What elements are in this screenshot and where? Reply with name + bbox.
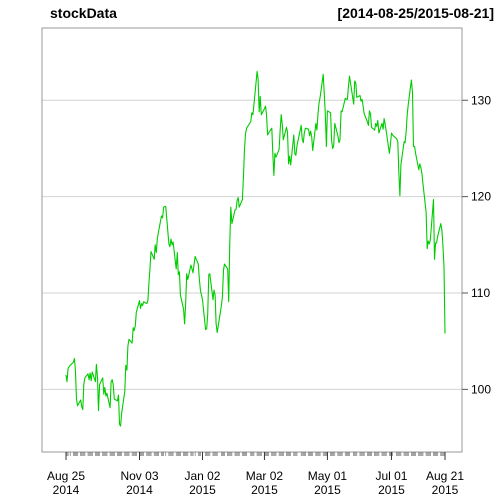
x-tick-label: Aug 25 (47, 469, 85, 483)
x-tick-label: Jan 02 (184, 469, 220, 483)
x-tick-label: Mar 02 (246, 469, 284, 483)
grid-lines (42, 99, 462, 390)
x-tick-label: Jul 01 (375, 469, 407, 483)
series-layer (65, 70, 446, 427)
x-tick-year-label: 2015 (314, 483, 341, 497)
x-tick-year-label: 2015 (251, 483, 278, 497)
x-tick-year-label: 2014 (126, 483, 153, 497)
x-tick-label: May 01 (308, 469, 348, 483)
y-tick-label: 120 (471, 190, 491, 204)
x-tick-year-label: 2014 (53, 483, 80, 497)
y-tick-label: 130 (471, 93, 491, 107)
y-axis: 100 110 120 130 (462, 93, 491, 396)
date-range-label: [2014-08-25/2015-08-21] (337, 5, 494, 21)
y-tick-label: 110 (471, 286, 490, 300)
series-line-0 (65, 70, 446, 427)
y-tick-label: 100 (471, 382, 491, 396)
x-tick-year-label: 2015 (378, 483, 405, 497)
x-tick-label: Aug 21 (426, 469, 464, 483)
x-tick-label: Nov 03 (120, 469, 158, 483)
chart-title: stockData (50, 5, 117, 21)
x-tick-year-label: 2015 (189, 483, 216, 497)
x-tick-year-label: 2015 (432, 483, 459, 497)
